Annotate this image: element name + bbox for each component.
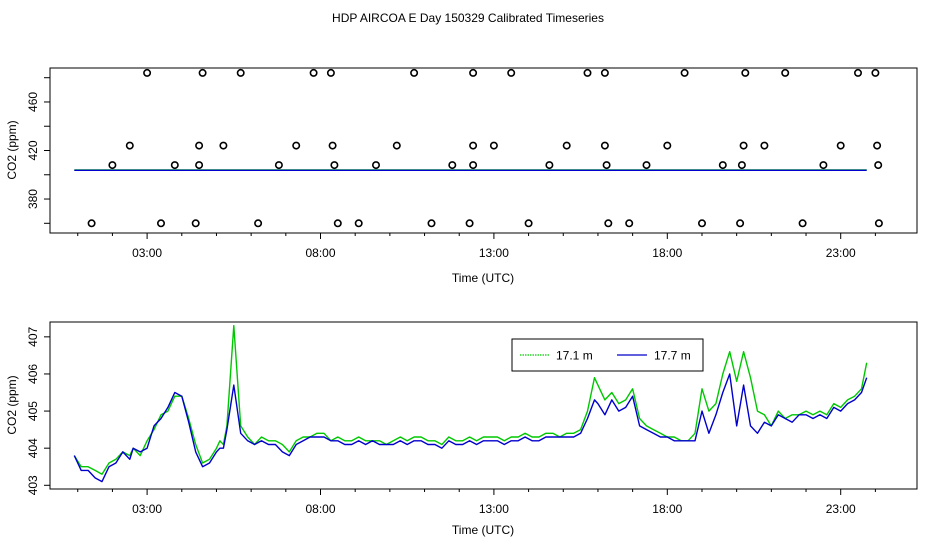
data-point: [798, 219, 807, 228]
data-point: [760, 141, 769, 150]
data-point: [739, 141, 748, 150]
data-point: [448, 161, 457, 170]
data-point: [853, 68, 862, 77]
data-point: [309, 68, 318, 77]
data-point: [545, 161, 554, 170]
y-tick-label: 403: [26, 475, 40, 495]
data-point: [736, 219, 745, 228]
data-point: [604, 219, 613, 228]
data-point: [642, 161, 651, 170]
data-point: [330, 161, 339, 170]
panel-top-y-ticks: 380 420 460: [26, 77, 50, 224]
data-point: [157, 219, 166, 228]
panel-top-frame: [49, 67, 918, 234]
data-point: [326, 68, 335, 77]
data-point: [524, 219, 533, 228]
x-tick-label: 13:00: [479, 502, 509, 516]
data-point: [143, 68, 152, 77]
panel-bottom-x-label: Time (UTC): [452, 523, 514, 537]
x-tick-label: 08:00: [305, 246, 335, 260]
data-point: [427, 219, 436, 228]
data-point: [125, 141, 134, 150]
data-point: [292, 141, 301, 150]
legend-label-17-7m: 17.7 m: [654, 349, 691, 363]
data-point: [170, 161, 179, 170]
data-point: [680, 68, 689, 77]
data-point: [873, 141, 882, 150]
data-point: [191, 219, 200, 228]
x-tick-label: 08:00: [305, 502, 335, 516]
data-point: [219, 141, 228, 150]
data-point: [328, 141, 337, 150]
data-point: [469, 141, 478, 150]
y-tick-label: 460: [26, 92, 40, 112]
x-tick-label: 18:00: [652, 502, 682, 516]
data-point: [465, 219, 474, 228]
data-point: [195, 141, 204, 150]
legend-label-17-1m: 17.1 m: [556, 349, 593, 363]
x-tick-label: 03:00: [132, 502, 162, 516]
data-point: [874, 161, 883, 170]
data-point: [874, 219, 883, 228]
data-point: [489, 141, 498, 150]
y-tick-label: 405: [26, 401, 40, 421]
panel-bottom: 03:00 08:00 13:00 18:00 23:00 40340440540640…: [5, 321, 918, 537]
data-point: [469, 68, 478, 77]
panel-top-points: [87, 68, 883, 228]
chart-title: HDP AIRCOA E Day 150329 Calibrated Times…: [332, 11, 604, 25]
x-tick-label: 23:00: [826, 502, 856, 516]
series-line-17-1-m: [73, 325, 868, 475]
data-point: [583, 68, 592, 77]
data-point: [274, 161, 283, 170]
y-tick-label: 404: [26, 438, 40, 458]
data-point: [600, 141, 609, 150]
panel-top-x-label: Time (UTC): [452, 271, 514, 285]
series-line-17-7-m: [73, 373, 868, 483]
data-point: [87, 219, 96, 228]
y-tick-label: 407: [26, 327, 40, 347]
data-point: [195, 161, 204, 170]
data-point: [836, 141, 845, 150]
data-point: [781, 68, 790, 77]
y-tick-label: 406: [26, 364, 40, 384]
data-point: [392, 141, 401, 150]
data-point: [198, 68, 207, 77]
panel-bottom-x-ticks: 03:00 08:00 13:00 18:00 23:00: [77, 489, 876, 516]
y-tick-label: 420: [26, 140, 40, 160]
data-point: [562, 141, 571, 150]
panel-bottom-y-label: CO2 (ppm): [5, 375, 19, 434]
legend: 17.1 m 17.7 m: [511, 338, 704, 372]
data-point: [254, 219, 263, 228]
data-point: [410, 68, 419, 77]
x-tick-label: 18:00: [652, 246, 682, 260]
data-point: [600, 68, 609, 77]
x-tick-label: 13:00: [479, 246, 509, 260]
data-point: [697, 219, 706, 228]
panel-bottom-y-ticks: 403 404 405 406 407: [26, 327, 50, 495]
panel-top: 03:00 08:00 13:00 18:00 23:00 380 420 460 Time…: [5, 67, 918, 285]
data-point: [819, 161, 828, 170]
data-point: [718, 161, 727, 170]
data-point: [741, 68, 750, 77]
panel-top-x-ticks: 03:00 08:00 13:00 18:00 23:00: [77, 233, 876, 260]
panel-bottom-frame: [49, 321, 918, 490]
data-point: [354, 219, 363, 228]
y-tick-label: 380: [26, 189, 40, 209]
x-tick-label: 23:00: [826, 246, 856, 260]
data-point: [663, 141, 672, 150]
data-point: [871, 68, 880, 77]
data-point: [737, 161, 746, 170]
data-point: [333, 219, 342, 228]
panel-bottom-series: [73, 325, 868, 483]
data-point: [625, 219, 634, 228]
data-point: [602, 161, 611, 170]
data-point: [371, 161, 380, 170]
data-point: [469, 161, 478, 170]
x-tick-label: 03:00: [132, 246, 162, 260]
data-point: [507, 68, 516, 77]
panel-top-y-label: CO2 (ppm): [5, 120, 19, 179]
data-point: [236, 68, 245, 77]
data-point: [108, 161, 117, 170]
